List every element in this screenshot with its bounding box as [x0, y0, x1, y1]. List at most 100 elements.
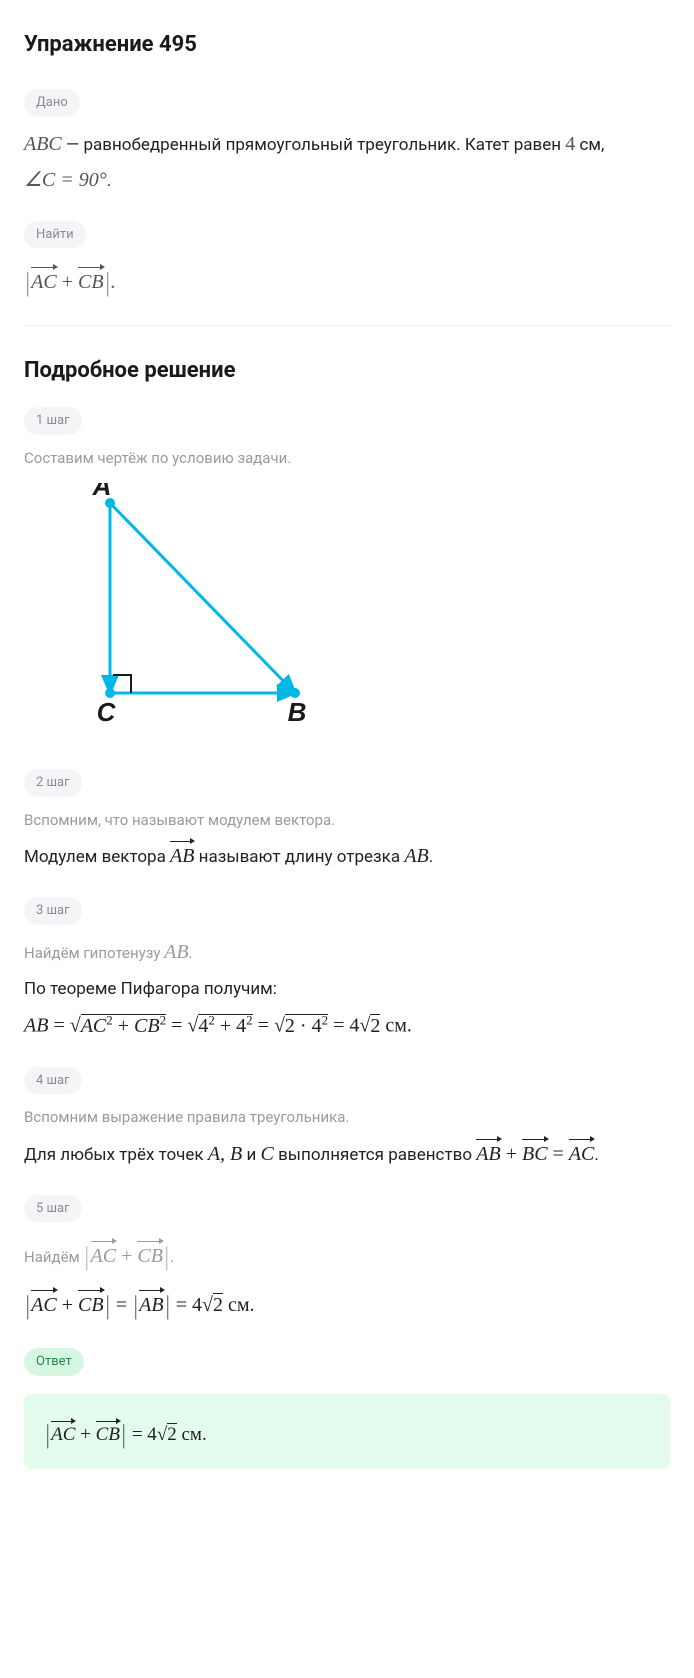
s3-root1-body: AC2 + CB2	[81, 1014, 166, 1037]
find-section: Найти |AC + CB|.	[24, 221, 670, 300]
page-title: Упражнение 495	[24, 28, 670, 61]
s3-eq2: =	[166, 1015, 187, 1037]
step3-gray-ab: AB	[164, 941, 188, 963]
s5-sq: 2	[213, 1293, 223, 1316]
find-bar-close: |	[105, 263, 109, 302]
given-line-1: ABC — равнобедренный прямоугольный треуг…	[24, 129, 670, 159]
s4-vec-ac: AC	[569, 1139, 595, 1169]
s4-a: Для любых трёх точек	[24, 1145, 208, 1165]
find-pill: Найти	[24, 221, 86, 249]
solution-title: Подробное решение	[24, 354, 670, 387]
s4-vec-bc: BC	[522, 1139, 548, 1169]
given-abc: ABC	[24, 133, 62, 155]
svg-text:B: B	[288, 697, 307, 727]
step5-pill: 5 шаг	[24, 1195, 82, 1223]
s5-g-plus: +	[116, 1245, 137, 1267]
s3-root3-sign: √	[274, 1015, 285, 1037]
s3-plus2: +	[215, 1015, 236, 1037]
s3-root1-sign: √	[70, 1015, 81, 1037]
step-4: 4 шаг Вспомним выражение правила треугол…	[24, 1067, 670, 1169]
step1-gray: Составим чертёж по условию задачи.	[24, 447, 670, 470]
given-text-1: — равнобедренный прямоугольный треугольн…	[62, 135, 566, 155]
ans-open: |	[45, 1415, 49, 1454]
find-bar-open: |	[25, 263, 29, 302]
step5-eq: |AC + CB| = |AB| = 4√2 см.	[24, 1283, 670, 1322]
given-section: Дано ABC — равнобедренный прямоугольный …	[24, 89, 670, 195]
ans-plus: +	[75, 1424, 95, 1445]
given-dot: .	[107, 171, 111, 191]
s3-ac: AC	[81, 1015, 107, 1037]
step2-text-c: .	[429, 847, 433, 867]
s3-root2-body: 42 + 42	[198, 1014, 252, 1037]
step3-pill: 3 шаг	[24, 897, 82, 925]
step3-line1: По теореме Пифагора получим:	[24, 977, 670, 1003]
ans-eq: = 4	[127, 1424, 157, 1445]
answer-box: |AC + CB| = 4√2 см.	[24, 1394, 670, 1469]
step2-text-a: Модулем вектора	[24, 847, 170, 867]
s5-open2: |	[133, 1286, 137, 1325]
s3-root3-body: 2 · 42	[285, 1014, 328, 1037]
s3-unit: см.	[380, 1015, 412, 1037]
ans-unit: см.	[177, 1424, 207, 1445]
step4-line: Для любых трёх точек A, B и C выполняетс…	[24, 1139, 670, 1169]
find-expr: |AC + CB|.	[24, 260, 670, 299]
s4-b: выполняется равенство	[274, 1145, 476, 1165]
step-2: 2 шаг Вспомним, что называют модулем век…	[24, 769, 670, 871]
ans-v1: AC	[51, 1421, 75, 1450]
s4-plus1: +	[501, 1143, 522, 1165]
s4-ab-pts: A, B	[208, 1143, 242, 1165]
s5-eq1: =	[111, 1294, 132, 1316]
s5-g-close: |	[164, 1237, 168, 1276]
step4-pill: 4 шаг	[24, 1067, 82, 1095]
s5-root: √	[202, 1294, 213, 1316]
s3-2x4: 2 · 4	[285, 1015, 322, 1037]
step3-eq: AB = √AC2 + CB2 = √42 + 42 = √2 · 42 = 4…	[24, 1010, 670, 1041]
given-val-4: 4	[565, 133, 575, 155]
section-divider	[24, 325, 670, 326]
s3-plus1: +	[113, 1015, 134, 1037]
s3-eq1: =	[48, 1015, 69, 1037]
s3-root4-sign: √	[359, 1015, 370, 1037]
svg-text:A: A	[92, 483, 112, 501]
s4-vec-ab: AB	[476, 1139, 500, 1169]
triangle-figure: A B C	[50, 483, 350, 743]
s5-g-b: .	[170, 1248, 174, 1266]
ans-close: |	[121, 1415, 125, 1454]
step5-gray: Найдём |AC + CB|.	[24, 1234, 670, 1273]
step-5: 5 шаг Найдём |AC + CB|. |AC + CB| = |AB|…	[24, 1195, 670, 1323]
step3-gray-b: .	[189, 944, 193, 962]
s5-v1: AC	[31, 1290, 57, 1320]
ans-v2: CB	[96, 1421, 120, 1450]
s4-c-pt: C	[261, 1143, 274, 1165]
given-line-2: ∠C = 90°.	[24, 165, 670, 195]
ans-sq: 2	[167, 1423, 177, 1445]
s3-4b: 4	[236, 1015, 246, 1037]
s3-cb: CB	[134, 1015, 160, 1037]
ans-root: √	[157, 1424, 167, 1445]
step2-pill: 2 шаг	[24, 769, 82, 797]
s5-close1: |	[105, 1286, 109, 1325]
step2-text-b: называют длину отрезка	[194, 847, 404, 867]
s5-v3: AB	[139, 1290, 163, 1320]
s5-plus: +	[57, 1294, 78, 1316]
find-vec-ac: AC	[31, 267, 57, 297]
s3-root4-body: 2	[370, 1014, 380, 1037]
step2-line: Модулем вектора AB называют длину отрезк…	[24, 841, 670, 871]
s3-eq3: =	[253, 1015, 274, 1037]
s3-4a: 4	[198, 1015, 208, 1037]
step3-gray: Найдём гипотенузу AB.	[24, 937, 670, 967]
find-dot: .	[111, 271, 116, 293]
svg-text:C: C	[97, 697, 117, 727]
s3-lhs: AB	[24, 1015, 48, 1037]
s5-g-cb: CB	[137, 1241, 163, 1271]
find-plus: +	[57, 271, 78, 293]
step-1: 1 шаг Составим чертёж по условию задачи.…	[24, 407, 670, 743]
s5-unit: см.	[223, 1294, 255, 1316]
s3-root2-sign: √	[187, 1015, 198, 1037]
step2-vec-ab: AB	[170, 841, 194, 871]
s5-eq2: = 4	[171, 1294, 202, 1316]
s5-v2: CB	[78, 1290, 104, 1320]
s5-close2: |	[165, 1286, 169, 1325]
step1-pill: 1 шаг	[24, 407, 82, 435]
step4-gray: Вспомним выражение правила треугольника.	[24, 1106, 670, 1129]
